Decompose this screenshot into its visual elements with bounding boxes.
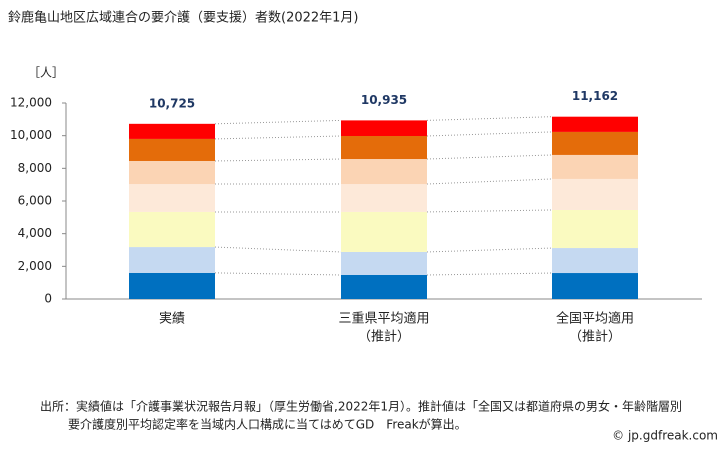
- bar-segment: [552, 154, 638, 179]
- connector: [426, 131, 553, 137]
- connector: [426, 154, 553, 160]
- connector: [426, 178, 553, 185]
- connector: [426, 116, 553, 121]
- y-tick-label: 6,000: [18, 194, 52, 208]
- bar-segment: [341, 211, 427, 252]
- bar-segment: [129, 211, 215, 248]
- total-label: 10,935: [361, 93, 407, 107]
- connector: [214, 119, 342, 125]
- bar-segment: [129, 138, 215, 161]
- x-tick-label: 全国平均適用: [556, 311, 634, 327]
- bar-segment: [341, 135, 427, 160]
- connector: [426, 209, 553, 213]
- bar-segment: [552, 209, 638, 249]
- connector: [214, 158, 342, 162]
- y-tick-label: 0: [44, 292, 52, 306]
- connector: [426, 247, 553, 253]
- bar-segment: [341, 159, 427, 185]
- connector: [214, 246, 342, 253]
- bar-segment: [552, 131, 638, 155]
- y-tick-label: 8,000: [18, 161, 52, 175]
- bar-segment: [129, 184, 215, 212]
- connector: [214, 135, 342, 140]
- y-tick-label: 2,000: [18, 259, 52, 273]
- bar-segment: [129, 160, 215, 185]
- total-label: 11,162: [572, 89, 618, 103]
- x-tick-label: （推計）: [569, 329, 621, 345]
- bar-segment: [552, 273, 638, 299]
- x-tick-label: 三重県平均適用: [338, 311, 429, 327]
- bar-segment: [129, 247, 215, 273]
- x-tick-label: （推計）: [358, 329, 410, 345]
- y-tick-label: 12,000: [10, 96, 52, 110]
- y-unit-label: ［人］: [28, 66, 64, 80]
- y-tick-label: 4,000: [18, 226, 52, 240]
- bar-segment: [552, 116, 638, 132]
- bar-segment: [129, 272, 215, 299]
- chart-title: 鈴鹿亀山地区広域連合の要介護（要支援）者数(2022年1月): [8, 10, 359, 26]
- note: 要介護度別平均認定率を当域内人口構成に当てはめてGD Freakが算出。: [68, 417, 467, 432]
- bar-segment: [552, 178, 638, 210]
- bar-segment: [341, 274, 427, 299]
- bar-segment: [341, 120, 427, 136]
- bar-segment: [552, 248, 638, 274]
- bar-segment: [129, 123, 215, 139]
- y-tick-label: 10,000: [10, 128, 52, 142]
- bar-segment: [341, 251, 427, 275]
- total-label: 10,725: [149, 96, 195, 110]
- bar-segment: [341, 184, 427, 212]
- connector: [426, 272, 553, 276]
- connector: [214, 272, 342, 276]
- x-tick-label: 実績: [159, 311, 185, 327]
- copyright: © jp.gdfreak.com: [612, 429, 718, 443]
- note: 出所：実績値は「介護事業状況報告月報」（厚生労働省,2022年1月）。推計値は「…: [40, 399, 682, 414]
